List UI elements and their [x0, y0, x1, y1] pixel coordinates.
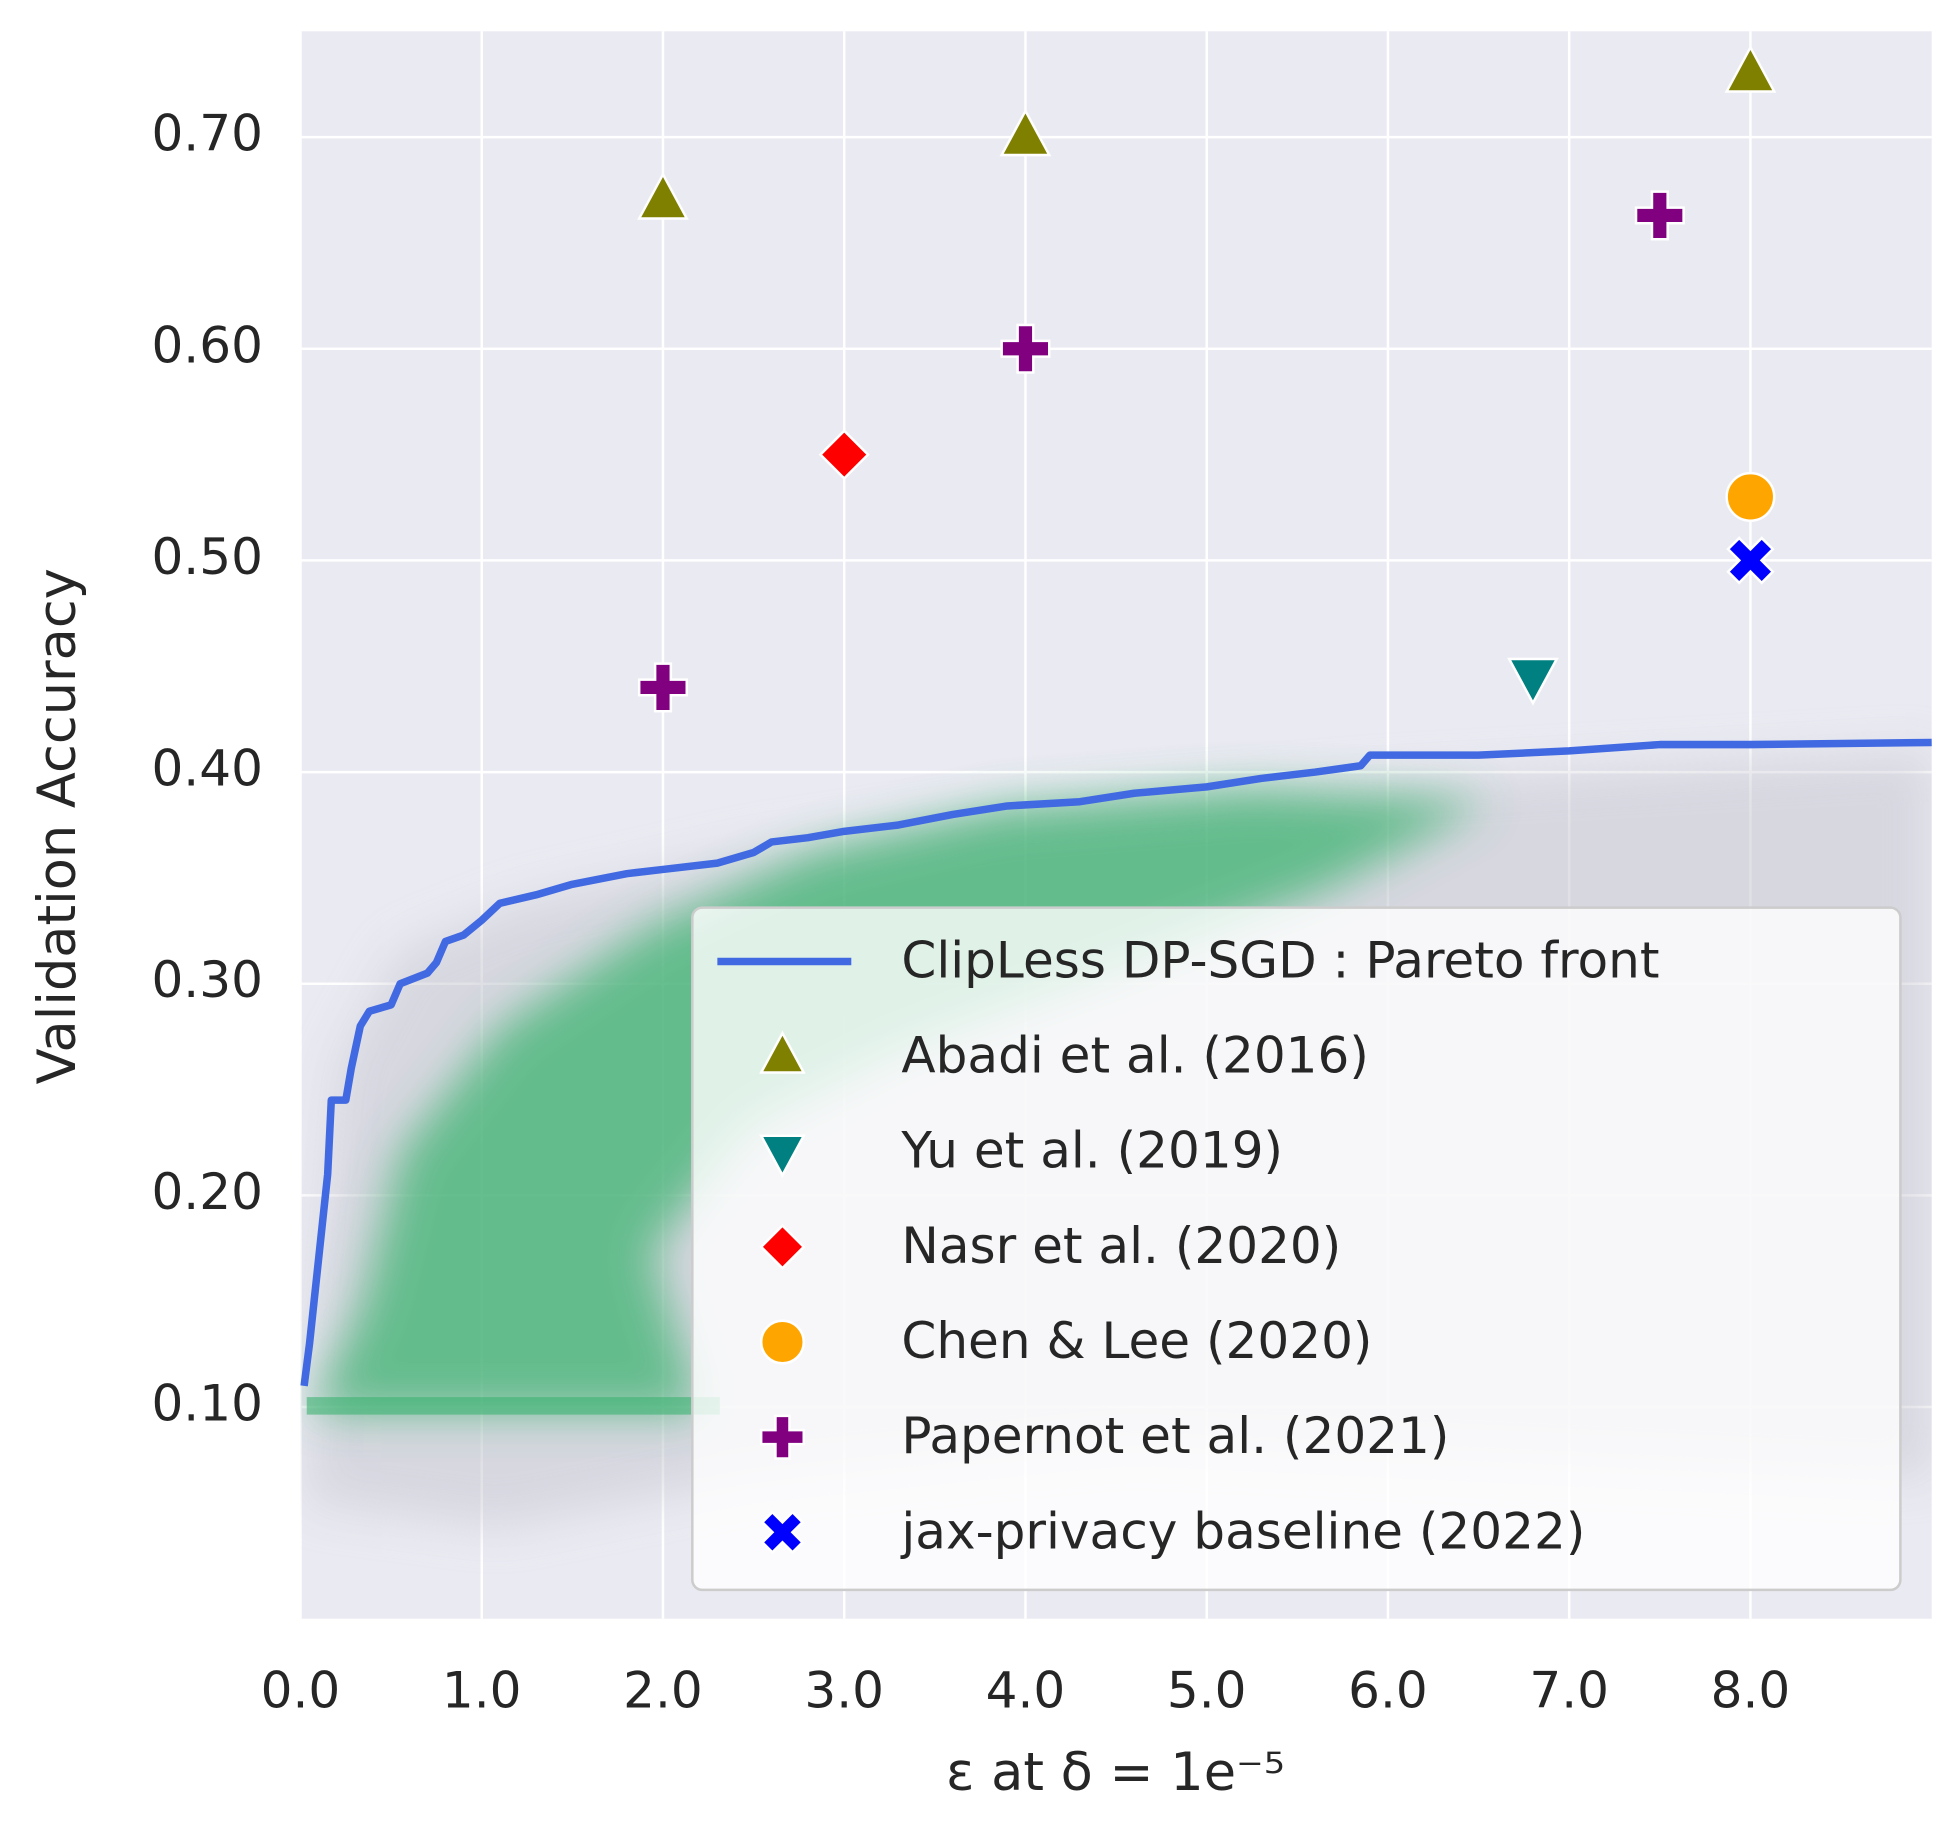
x-tick-label: 8.0	[1711, 1661, 1791, 1719]
x-tick-label: 0.0	[261, 1661, 341, 1719]
legend: ClipLess DP-SGD : Pareto front Abadi et a…	[691, 906, 1902, 1592]
pareto-line	[300, 738, 1932, 1387]
legend-box	[691, 906, 1902, 1592]
y-tick-label: 0.50	[151, 528, 262, 586]
marker-triangle-up	[759, 1030, 806, 1074]
marker-triangle-down	[759, 1134, 806, 1178]
y-tick-label: 0.40	[151, 740, 262, 798]
x-tick-label: 7.0	[1529, 1661, 1609, 1719]
x-tick-label: 3.0	[804, 1661, 884, 1719]
y-tick-label: 0.30	[151, 951, 262, 1009]
x-tick-label: 1.0	[442, 1661, 522, 1719]
y-tick-label: 0.10	[151, 1375, 262, 1433]
y-axis-label: Validation Accuracy	[27, 568, 88, 1084]
marker-triangle-up	[1724, 44, 1777, 93]
y-tick-label: 0.20	[151, 1163, 262, 1221]
legend-label: Yu et al. (2019)	[900, 1122, 1283, 1180]
x-tick-label: 6.0	[1348, 1661, 1428, 1719]
legend-label: Papernot et al. (2021)	[901, 1407, 1449, 1465]
green-cloud	[313, 788, 1490, 1413]
legend-label: Abadi et al. (2016)	[901, 1027, 1369, 1085]
marks	[300, 44, 1932, 1387]
marker-plus	[1634, 190, 1685, 241]
marker-triangle-up	[637, 171, 689, 220]
y-tick-label: 0.70	[151, 105, 262, 163]
marker-circle	[759, 1319, 805, 1365]
green-band	[306, 1397, 720, 1415]
marker-plus	[1000, 323, 1051, 374]
x-axis-label: ε at δ = 1e⁻⁵	[946, 1742, 1285, 1803]
legend-label: Nasr et al. (2020)	[901, 1217, 1341, 1275]
x-tick-label: 5.0	[1167, 1661, 1247, 1719]
marker-x	[760, 1510, 805, 1555]
x-tick-label: 4.0	[986, 1661, 1066, 1719]
marker-triangle-up	[999, 108, 1052, 157]
y-tick-label: 0.60	[151, 316, 262, 374]
axes: ε at δ = 1e⁻⁵ Validation Accuracy 0.0 1.0…	[27, 105, 1790, 1803]
marker-plus	[759, 1414, 805, 1460]
marker-diamond	[759, 1223, 806, 1270]
x-tick-label: 2.0	[623, 1661, 703, 1719]
marker-circle	[1725, 471, 1776, 522]
marker-triangle-down	[1507, 657, 1559, 706]
legend-label: Chen & Lee (2020)	[901, 1312, 1372, 1370]
legend-label: ClipLess DP-SGD : Pareto front	[901, 931, 1659, 989]
marker-x	[1726, 536, 1775, 585]
marker-plus	[637, 662, 689, 713]
marker-diamond	[818, 429, 870, 481]
legend-label: jax-privacy baseline (2022)	[900, 1502, 1585, 1560]
